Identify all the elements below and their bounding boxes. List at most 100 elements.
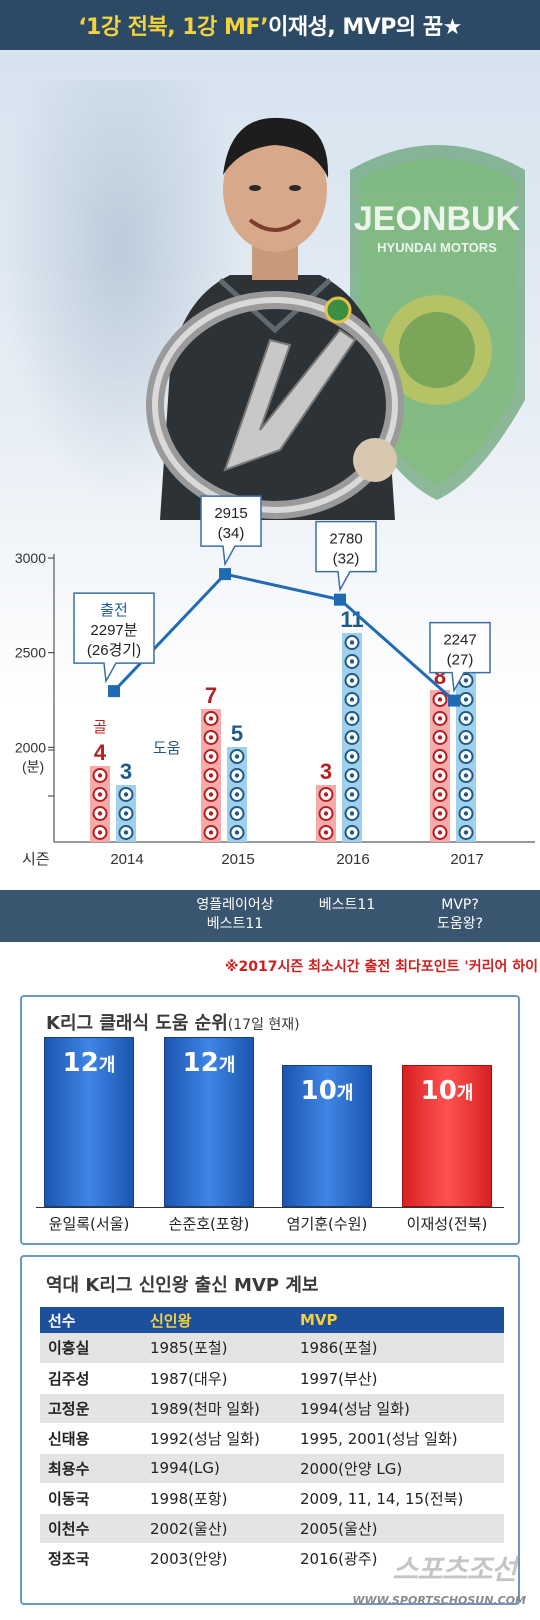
ball-icon-dot	[234, 811, 240, 816]
assist-count-label: 10	[300, 1076, 337, 1107]
watermark-url: WWW.SPORTSCHOSUN.COM	[352, 1594, 526, 1607]
ball-icon-dot	[208, 735, 214, 740]
title-rest: 이재성, MVP의 꿈★	[268, 15, 462, 40]
assist-rank-player: 손준호(포항)	[168, 1215, 250, 1233]
table-header-row: 선수 신인왕 MVP	[40, 1307, 504, 1333]
ball-icon-dot	[349, 735, 355, 740]
ball-icon-dot	[234, 792, 240, 797]
mvp-year: 2009, 11, 14, 15(전북)	[292, 1483, 504, 1514]
assist-value-label: 3	[120, 759, 132, 784]
player-photo	[146, 117, 404, 520]
assist-rank-player: 윤일록(서울)	[48, 1215, 130, 1233]
ball-icon-dot	[123, 830, 129, 835]
callout-text: (26경기)	[87, 642, 141, 659]
goal-bar	[90, 766, 110, 842]
player-name: 고정운	[40, 1393, 142, 1424]
ball-icon-dot	[437, 697, 443, 702]
ball-icon-dot	[208, 792, 214, 797]
ball-icon-dot	[437, 830, 443, 835]
mvp-year: 1986(포철)	[292, 1333, 504, 1364]
assist-rank-player: 염기훈(수원)	[286, 1215, 368, 1233]
rookie-year: 1987(대우)	[142, 1363, 292, 1394]
y-tick-label: 3000	[15, 550, 46, 566]
legend-goal: 골	[93, 719, 107, 736]
assist-count-label: 10	[420, 1076, 457, 1107]
mvp-history-title: 역대 K리그 신인왕 출신 MVP 계보	[46, 1275, 319, 1296]
ball-icon-dot	[234, 830, 240, 835]
assist-count-suffix: 개	[98, 1055, 116, 1076]
rookie-year: 1989(천마 일화)	[142, 1393, 292, 1424]
ball-icon-dot	[97, 792, 103, 797]
player-name: 신태용	[40, 1423, 142, 1454]
emblem-line2: HYUNDAI MOTORS	[377, 240, 497, 255]
ball-icon-dot	[463, 716, 469, 721]
ball-icon-dot	[97, 830, 103, 835]
ball-icon-dot	[323, 792, 329, 797]
ball-icon-dot	[97, 811, 103, 816]
page-title: ‘1강 전북, 1강 MF’ 이재성, MVP의 꿈★	[0, 0, 540, 50]
goal-value-label: 4	[94, 740, 107, 765]
mvp-year: 1995, 2001(성남 일화)	[292, 1423, 504, 1454]
ball-icon-dot	[349, 640, 355, 645]
assist-ranking-title-text: K리그 클래식 도움 순위	[46, 1013, 228, 1034]
ball-icon-dot	[123, 811, 129, 816]
callout-text: 2915	[214, 505, 247, 522]
ball-icon-dot	[323, 811, 329, 816]
callout-text: 2247	[443, 632, 476, 649]
rookie-year: 2002(울산)	[142, 1513, 292, 1544]
minutes-line	[112, 572, 455, 702]
hero-background: JEONBUK HYUNDAI MOTORS	[0, 50, 540, 890]
col-rookie: 신인왕	[142, 1307, 292, 1333]
y-unit-label: (분)	[22, 758, 44, 774]
mvp-year: 2016(광주)	[292, 1543, 504, 1574]
table-row: 이흥실 1985(포철) 1986(포철)	[40, 1333, 504, 1364]
col-mvp: MVP	[292, 1307, 504, 1333]
assist-count-suffix: 개	[336, 1083, 354, 1105]
ball-icon-dot	[349, 792, 355, 797]
ball-icon-dot	[437, 773, 443, 778]
x-tick-label: 2016	[336, 851, 369, 868]
assist-rank-bar: 12개	[164, 1037, 254, 1207]
ball-icon-dot	[323, 830, 329, 835]
player-name: 이동국	[40, 1483, 142, 1514]
assist-value-label: 5	[231, 721, 243, 746]
ball-icon-dot	[349, 716, 355, 721]
award-2017: MVP? 도움왕?	[436, 897, 484, 932]
ball-icon-dot	[349, 773, 355, 778]
award-2015: 영플레이어상 베스트11	[196, 897, 274, 932]
player-name: 이천수	[40, 1513, 142, 1544]
assist-value-label: 11	[340, 607, 363, 632]
ball-icon-dot	[208, 830, 214, 835]
table-row: 이동국 1998(포항) 2009, 11, 14, 15(전북)	[40, 1483, 504, 1514]
assist-rank-bar: 12개	[44, 1037, 134, 1207]
table-row: 신태용 1992(성남 일화) 1995, 2001(성남 일화)	[40, 1423, 504, 1454]
ball-icon-dot	[123, 792, 129, 797]
goal-value-label: 7	[205, 683, 217, 708]
col-player: 선수	[40, 1307, 142, 1333]
goal-value-label: 3	[320, 759, 332, 784]
ball-icon-dot	[349, 697, 355, 702]
player-name: 이흥실	[40, 1333, 142, 1364]
ball-icon-dot	[463, 773, 469, 778]
minutes-point	[108, 685, 120, 698]
ball-icon-dot	[437, 811, 443, 816]
ball-icon-dot	[463, 735, 469, 740]
x-tick-label: 2015	[221, 851, 254, 868]
ball-icon-dot	[234, 773, 240, 778]
awards-strip: 영플레이어상 베스트11 베스트11 MVP? 도움왕?	[0, 890, 540, 942]
ball-icon-dot	[208, 773, 214, 778]
ball-icon-dot	[234, 754, 240, 759]
table-row: 이천수 2002(울산) 2005(울산)	[40, 1513, 504, 1544]
ball-icon-dot	[463, 830, 469, 835]
title-highlight: ‘1강 전북, 1강 MF’	[78, 15, 269, 40]
y-tick-label: 2500	[15, 645, 46, 661]
callout-box	[315, 520, 377, 593]
table-row: 고정운 1989(천마 일화) 1994(성남 일화)	[40, 1393, 504, 1424]
rookie-year: 1992(성남 일화)	[142, 1423, 292, 1454]
assist-count-suffix: 개	[456, 1083, 474, 1105]
ball-icon-dot	[437, 754, 443, 759]
rookie-year: 1994(LG)	[142, 1453, 292, 1484]
minutes-point	[334, 593, 346, 606]
ball-icon-dot	[463, 811, 469, 816]
